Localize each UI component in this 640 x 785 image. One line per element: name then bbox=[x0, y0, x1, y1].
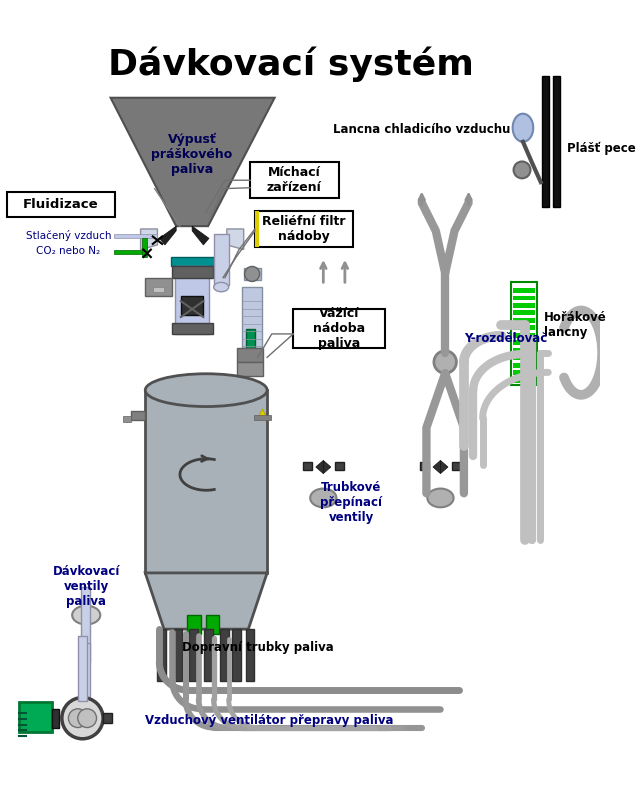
Bar bbox=[189, 629, 198, 681]
Bar bbox=[513, 371, 535, 375]
Circle shape bbox=[434, 351, 456, 374]
Bar bbox=[255, 211, 259, 246]
Polygon shape bbox=[440, 461, 448, 473]
Circle shape bbox=[68, 709, 87, 728]
Ellipse shape bbox=[72, 606, 100, 624]
Bar bbox=[513, 378, 535, 382]
Bar bbox=[214, 234, 228, 285]
Bar bbox=[246, 629, 254, 681]
Bar bbox=[172, 323, 212, 334]
Bar bbox=[173, 629, 182, 681]
Bar bbox=[513, 333, 535, 338]
Polygon shape bbox=[433, 461, 440, 473]
Ellipse shape bbox=[310, 488, 337, 507]
Text: Výpusť
práškového
paliva: Výpusť práškového paliva bbox=[152, 133, 233, 176]
Bar bbox=[123, 416, 131, 422]
Text: Stlačený vzduch: Stlačený vzduch bbox=[26, 230, 111, 241]
Bar bbox=[103, 714, 113, 723]
Bar bbox=[244, 268, 260, 279]
Text: Dopravní trubky paliva: Dopravní trubky paliva bbox=[182, 641, 333, 655]
Polygon shape bbox=[159, 226, 176, 245]
Bar bbox=[157, 629, 166, 681]
Text: Trubkové
přepínací
ventily: Trubkové přepínací ventily bbox=[321, 481, 383, 524]
Bar bbox=[513, 363, 535, 367]
Bar bbox=[513, 318, 535, 323]
Circle shape bbox=[62, 698, 103, 739]
Bar bbox=[81, 643, 90, 699]
Bar bbox=[513, 303, 535, 308]
Bar bbox=[115, 234, 157, 239]
Polygon shape bbox=[227, 229, 244, 250]
Bar bbox=[237, 348, 263, 362]
Bar bbox=[206, 615, 220, 633]
Text: Reliéfní filtr
nádoby: Reliéfní filtr nádoby bbox=[262, 215, 346, 243]
Circle shape bbox=[78, 709, 97, 728]
Circle shape bbox=[513, 162, 531, 178]
Bar bbox=[303, 462, 312, 469]
Polygon shape bbox=[111, 98, 275, 226]
Text: Y-rozdělovač: Y-rozdělovač bbox=[464, 332, 547, 345]
Bar bbox=[172, 266, 212, 278]
Polygon shape bbox=[141, 229, 157, 250]
Bar bbox=[237, 362, 263, 376]
Bar bbox=[188, 615, 200, 633]
Bar bbox=[254, 415, 271, 420]
Bar bbox=[143, 239, 147, 257]
Bar bbox=[181, 297, 204, 316]
Text: Hořákové
lancny: Hořákové lancny bbox=[543, 311, 606, 338]
Ellipse shape bbox=[214, 283, 228, 292]
Bar bbox=[19, 703, 52, 732]
Bar bbox=[513, 341, 535, 345]
Bar bbox=[171, 257, 216, 266]
Ellipse shape bbox=[513, 114, 533, 142]
Text: Plášť pece: Plášť pece bbox=[567, 142, 636, 155]
Bar bbox=[232, 629, 241, 681]
Bar bbox=[8, 192, 115, 217]
Polygon shape bbox=[323, 461, 331, 473]
Bar bbox=[242, 287, 262, 348]
Bar bbox=[246, 329, 255, 352]
Bar bbox=[78, 636, 87, 701]
Bar bbox=[452, 462, 461, 469]
Bar bbox=[335, 462, 344, 469]
Bar bbox=[131, 411, 145, 420]
Bar bbox=[250, 162, 339, 198]
Bar bbox=[511, 283, 537, 385]
Bar bbox=[52, 709, 59, 728]
Text: Lancna chladicího vzduchu: Lancna chladicího vzduchu bbox=[333, 123, 511, 136]
Text: Dávkovací
ventily
paliva: Dávkovací ventily paliva bbox=[52, 565, 120, 608]
Polygon shape bbox=[145, 573, 267, 629]
Bar bbox=[513, 326, 535, 330]
Bar bbox=[513, 348, 535, 352]
Bar bbox=[513, 288, 535, 293]
Text: CO₂ nebo N₂: CO₂ nebo N₂ bbox=[36, 246, 100, 257]
Bar bbox=[513, 356, 535, 360]
Circle shape bbox=[244, 266, 260, 282]
Polygon shape bbox=[192, 226, 209, 245]
Bar bbox=[513, 311, 535, 316]
Bar bbox=[81, 587, 90, 662]
Ellipse shape bbox=[145, 374, 267, 407]
Bar bbox=[145, 390, 267, 573]
Polygon shape bbox=[316, 461, 323, 473]
Text: Vzduchový ventilátor přepravy paliva: Vzduchový ventilátor přepravy paliva bbox=[145, 714, 394, 727]
Bar bbox=[220, 629, 228, 681]
Text: Vážící
nádoba
paliva: Vážící nádoba paliva bbox=[313, 307, 365, 350]
Ellipse shape bbox=[428, 488, 454, 507]
Bar bbox=[255, 211, 353, 246]
Bar bbox=[513, 295, 535, 300]
Bar bbox=[175, 266, 209, 334]
Text: Fluidizace: Fluidizace bbox=[23, 198, 99, 211]
Bar bbox=[115, 250, 143, 254]
Bar bbox=[153, 287, 164, 292]
Bar bbox=[293, 309, 385, 348]
Bar bbox=[145, 278, 172, 297]
Bar bbox=[420, 462, 429, 469]
Text: Míchací
zařízení: Míchací zařízení bbox=[267, 166, 322, 194]
Text: Dávkovací systém: Dávkovací systém bbox=[108, 46, 474, 82]
Polygon shape bbox=[258, 409, 267, 418]
Bar bbox=[541, 76, 549, 207]
Bar bbox=[204, 629, 212, 681]
Bar bbox=[553, 76, 561, 207]
